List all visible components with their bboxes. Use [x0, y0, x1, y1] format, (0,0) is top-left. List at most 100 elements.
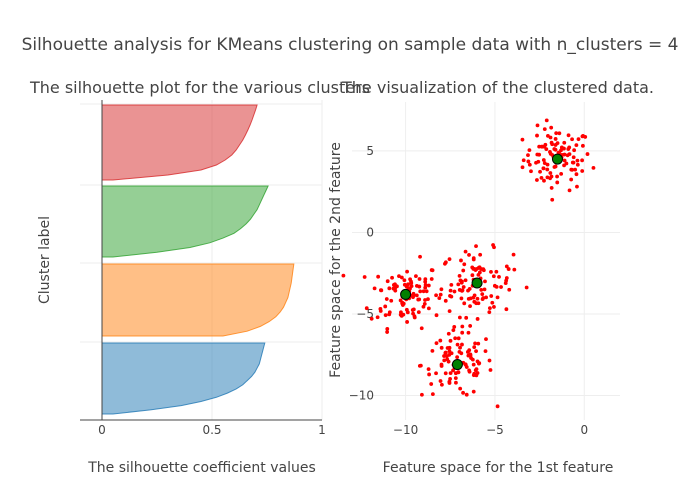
scatter-point: [429, 268, 434, 272]
scatter-point: [541, 166, 546, 171]
scatter-point: [383, 304, 388, 309]
scatter-point: [393, 282, 397, 287]
scatter-point: [448, 338, 453, 343]
scatter-point: [456, 370, 461, 375]
scatter-point: [541, 158, 546, 162]
silhouette-y-axis-label: Cluster label: [37, 216, 53, 304]
scatter-point: [461, 390, 465, 395]
scatter-point: [412, 314, 417, 319]
scatter-point: [453, 336, 458, 341]
scatter-point: [420, 392, 424, 397]
scatter-point: [549, 186, 554, 190]
scatter-point: [575, 162, 580, 167]
scatter-point: [484, 337, 488, 342]
scatter-point: [550, 197, 555, 202]
scatter-point: [458, 386, 463, 391]
scatter-point: [438, 379, 443, 383]
cluster-centers: [400, 153, 563, 371]
scatter-point: [389, 298, 394, 303]
scatter-point: [527, 148, 532, 153]
scatter-point: [529, 169, 533, 174]
scatter-point: [470, 273, 475, 278]
scatter-point: [457, 315, 462, 320]
scatter-point: [567, 152, 572, 157]
scatter-point: [585, 152, 590, 156]
scatter-point: [492, 245, 496, 250]
scatter-point: [442, 354, 446, 358]
scatter-point: [567, 145, 572, 150]
scatter-point: [451, 368, 455, 373]
scatter-y-axis-label: Feature space for the 2nd feature: [328, 142, 344, 378]
scatter-point: [491, 274, 496, 279]
scatter-point: [580, 143, 585, 148]
scatter-point: [379, 288, 384, 293]
scatter-point: [404, 307, 409, 312]
scatter-point: [575, 158, 580, 163]
scatter-point: [535, 178, 539, 182]
scatter-point: [426, 306, 431, 311]
scatter-point: [553, 137, 558, 141]
scatter-point: [414, 274, 418, 279]
scatter-x-axis-label: Feature space for the 1st feature: [383, 460, 614, 476]
scatter-point: [580, 158, 585, 163]
scatter-point: [483, 349, 488, 354]
cluster-scatter-plot: The visualization of the clustered data.…: [328, 78, 654, 476]
scatter-point: [549, 140, 554, 145]
scatter-point: [566, 133, 571, 138]
scatter-point: [471, 295, 476, 300]
scatter-point: [557, 131, 562, 136]
scatter-point: [494, 269, 499, 274]
scatter-point: [463, 249, 468, 254]
silhouette-x-axis-label: The silhouette coefficient values: [87, 460, 316, 476]
scatter-point: [434, 341, 439, 346]
scatter-point: [576, 137, 581, 142]
scatter-point: [569, 177, 574, 182]
scatter-point: [471, 362, 476, 367]
scatter-point: [459, 258, 463, 263]
scatter-point: [504, 278, 509, 283]
scatter-point: [446, 359, 451, 364]
scatter-plot-title: The visualization of the clustered data.: [341, 78, 654, 97]
silhouette-x-ticks: 0 0.5 1: [98, 423, 326, 437]
scatter-y-tick-label: −5: [356, 307, 374, 321]
scatter-ticks: −10 −5 0 −10 −5 0 5: [349, 144, 588, 437]
scatter-point: [399, 310, 403, 315]
scatter-point: [464, 315, 469, 320]
scatter-point: [581, 133, 585, 138]
scatter-point: [555, 180, 560, 185]
silhouette-plot-title: The silhouette plot for the various clus…: [29, 78, 370, 97]
scatter-point: [442, 358, 447, 363]
scatter-point: [439, 362, 444, 367]
scatter-point: [553, 147, 558, 152]
scatter-point: [535, 152, 540, 157]
scatter-point: [456, 282, 461, 287]
scatter-point: [437, 296, 442, 301]
scatter-point: [476, 341, 481, 346]
scatter-point: [429, 277, 434, 281]
scatter-point: [567, 188, 572, 193]
scatter-point: [452, 324, 457, 329]
scatter-point: [467, 368, 472, 373]
scatter-point: [487, 306, 492, 311]
scatter-point: [571, 155, 576, 160]
scatter-point: [490, 300, 495, 305]
scatter-point: [504, 264, 509, 269]
scatter-point: [443, 371, 448, 376]
scatter-y-tick-label: −10: [349, 389, 374, 403]
scatter-point: [447, 309, 452, 314]
scatter-point: [464, 392, 469, 397]
scatter-point: [460, 288, 465, 293]
scatter-point: [460, 330, 465, 335]
scatter-point: [391, 286, 396, 291]
scatter-point: [527, 162, 532, 167]
scatter-point: [341, 273, 346, 278]
scatter-point: [539, 144, 544, 149]
scatter-point: [548, 150, 552, 154]
scatter-point: [548, 171, 553, 175]
scatter-point: [405, 269, 409, 274]
scatter-point: [542, 144, 547, 149]
scatter-point: [467, 253, 471, 257]
silhouette-cluster-0-area: [101, 342, 266, 415]
scatter-point: [447, 349, 452, 354]
scatter-point: [390, 275, 394, 280]
